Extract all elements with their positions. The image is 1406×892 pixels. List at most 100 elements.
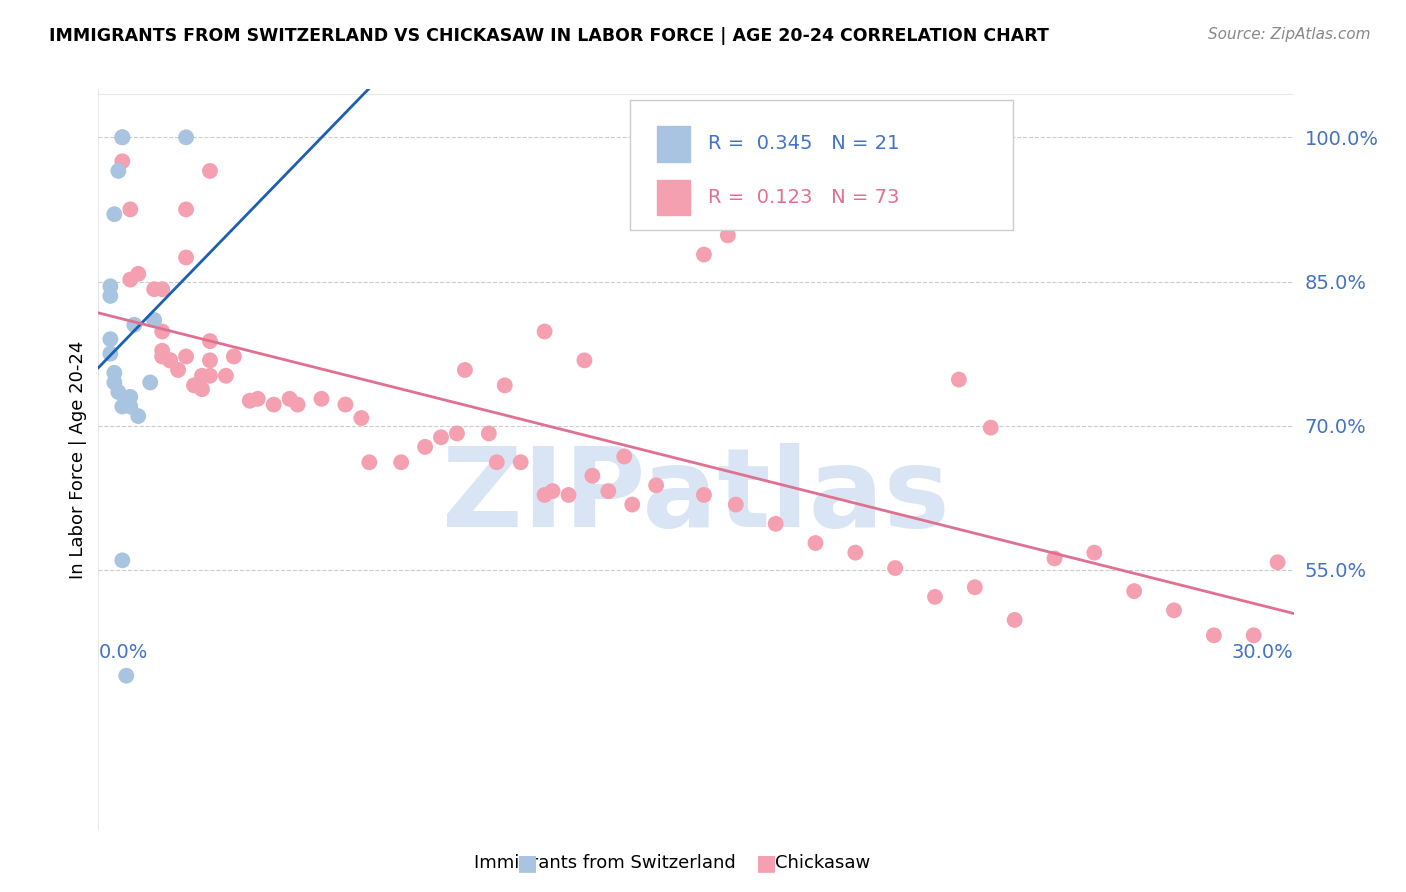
FancyBboxPatch shape (657, 126, 690, 161)
Text: 0.0%: 0.0% (98, 643, 148, 662)
Point (111, 130, 134, 145)
Point (796, 209, 818, 223)
Point (115, 669, 138, 683)
Point (98, 289, 122, 303)
Point (98, 279, 122, 293)
Point (222, 350, 245, 364)
Point (350, 411, 373, 425)
Text: IMMIGRANTS FROM SWITZERLAND VS CHICKASAW IN LABOR FORCE | AGE 20-24 CORRELATION : IMMIGRANTS FROM SWITZERLAND VS CHICKASAW… (49, 27, 1049, 45)
Point (124, 318, 146, 332)
Point (111, 130, 134, 145)
Point (107, 385, 129, 400)
Point (98, 332, 122, 346)
Point (143, 313, 166, 327)
Point (693, 247, 716, 261)
Point (127, 267, 149, 281)
Point (198, 164, 221, 178)
Text: ■: ■ (517, 854, 537, 873)
Point (963, 580, 986, 594)
Point (581, 468, 603, 483)
Point (150, 282, 173, 296)
Point (1163, 603, 1185, 617)
Point (150, 343, 173, 358)
Text: ■: ■ (756, 854, 776, 873)
Point (980, 420, 1002, 434)
Point (246, 392, 269, 406)
Point (174, 251, 197, 265)
Point (924, 590, 946, 604)
Point (103, 207, 125, 221)
Point (278, 392, 301, 406)
Point (150, 350, 173, 364)
Point (127, 409, 149, 423)
Point (150, 325, 173, 339)
Point (557, 488, 579, 502)
Point (1083, 546, 1105, 560)
Point (183, 378, 205, 392)
Point (107, 164, 129, 178)
Point (111, 154, 134, 169)
Point (494, 378, 516, 392)
Point (198, 353, 221, 368)
Point (198, 334, 221, 348)
Point (335, 398, 357, 412)
Text: Immigrants from Switzerland: Immigrants from Switzerland (474, 855, 735, 872)
Text: R =  0.123   N = 73: R = 0.123 N = 73 (709, 188, 900, 207)
Point (174, 202, 197, 217)
FancyBboxPatch shape (630, 100, 1012, 230)
Point (111, 400, 134, 414)
FancyBboxPatch shape (657, 180, 690, 216)
Point (198, 368, 221, 383)
Point (765, 516, 787, 531)
Point (1043, 551, 1066, 566)
Point (430, 430, 453, 444)
Point (1004, 613, 1026, 627)
Point (120, 202, 142, 217)
Point (103, 366, 125, 380)
Point (509, 455, 531, 469)
Point (159, 353, 181, 368)
Point (215, 368, 238, 383)
Point (645, 478, 668, 492)
Point (174, 130, 197, 145)
Point (139, 376, 162, 390)
Point (239, 393, 262, 408)
Point (359, 455, 381, 469)
Text: ZIPatlas: ZIPatlas (441, 443, 950, 549)
Point (844, 546, 866, 560)
Point (311, 392, 333, 406)
Point (884, 561, 907, 575)
Point (533, 325, 555, 339)
Text: 30.0%: 30.0% (1232, 643, 1294, 662)
Point (717, 228, 740, 243)
Text: R =  0.345   N = 21: R = 0.345 N = 21 (709, 135, 900, 153)
Point (598, 484, 620, 499)
Point (693, 488, 716, 502)
Point (1267, 555, 1289, 569)
Point (533, 488, 555, 502)
Point (159, 353, 181, 368)
Point (389, 455, 412, 469)
Text: Source: ZipAtlas.com: Source: ZipAtlas.com (1208, 27, 1371, 42)
Point (174, 350, 197, 364)
Point (263, 398, 285, 412)
Point (804, 536, 827, 550)
Point (111, 553, 134, 567)
Point (120, 400, 142, 414)
Point (413, 440, 436, 454)
Point (120, 272, 142, 286)
Point (191, 368, 214, 383)
Y-axis label: In Labor Force | Age 20-24: In Labor Force | Age 20-24 (69, 340, 87, 579)
Point (574, 353, 596, 368)
Point (948, 373, 970, 387)
Point (541, 484, 564, 499)
Point (120, 390, 142, 404)
Point (613, 450, 636, 464)
Point (621, 498, 644, 512)
Point (287, 398, 309, 412)
Point (143, 282, 166, 296)
Point (103, 376, 125, 390)
Point (724, 498, 747, 512)
Text: Chickasaw: Chickasaw (775, 855, 870, 872)
Point (1243, 628, 1265, 642)
